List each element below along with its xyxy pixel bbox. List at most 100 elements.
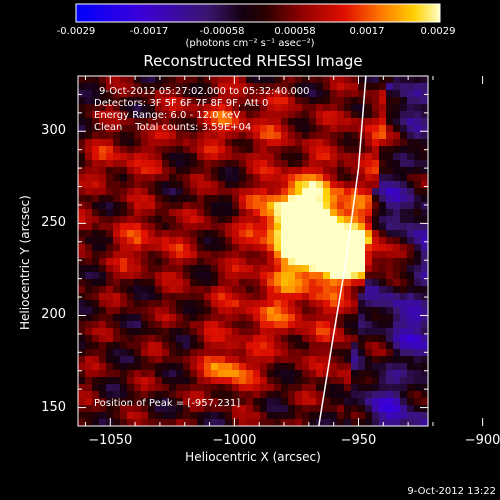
- heatmap-cell: [281, 412, 289, 420]
- heatmap-cell: [162, 398, 170, 406]
- heatmap-cell: [239, 321, 247, 329]
- heatmap-cell: [169, 83, 177, 91]
- heatmap-cell: [190, 132, 198, 140]
- heatmap-cell: [246, 258, 254, 266]
- heatmap-cell: [211, 419, 219, 426]
- heatmap-cell: [365, 146, 373, 154]
- heatmap-cell: [288, 321, 296, 329]
- heatmap-cell: [372, 300, 380, 308]
- heatmap-cell: [414, 223, 422, 231]
- heatmap-cell: [197, 167, 205, 175]
- heatmap-cell: [358, 384, 366, 392]
- heatmap-cell: [211, 223, 219, 231]
- heatmap-cell: [127, 398, 135, 406]
- heatmap-cell: [106, 139, 114, 147]
- heatmap-cell: [309, 118, 317, 126]
- heatmap-cell: [407, 342, 415, 350]
- heatmap-cell: [148, 279, 156, 287]
- heatmap-cell: [211, 384, 219, 392]
- heatmap-cell: [120, 349, 128, 357]
- heatmap-cell: [330, 104, 338, 112]
- heatmap-cell: [218, 356, 226, 364]
- heatmap-cell: [267, 90, 275, 98]
- heatmap-cell: [274, 349, 282, 357]
- heatmap-cell: [323, 118, 331, 126]
- heatmap-cell: [316, 286, 324, 294]
- heatmap-cell: [365, 181, 373, 189]
- heatmap-cell: [218, 300, 226, 308]
- heatmap-cell: [211, 132, 219, 140]
- heatmap-cell: [148, 83, 156, 91]
- heatmap-cell: [344, 111, 352, 119]
- heatmap-cell: [302, 356, 310, 364]
- heatmap-cell: [393, 125, 401, 133]
- heatmap-cell: [239, 97, 247, 105]
- heatmap-cell: [197, 349, 205, 357]
- heatmap-cell: [141, 111, 149, 119]
- heatmap-cell: [148, 398, 156, 406]
- heatmap-cell: [190, 419, 198, 426]
- heatmap-cell: [400, 377, 408, 385]
- heatmap-cell: [141, 279, 149, 287]
- heatmap-cell: [99, 384, 107, 392]
- heatmap-cell: [260, 251, 268, 259]
- heatmap-cell: [162, 167, 170, 175]
- heatmap-cell: [239, 223, 247, 231]
- heatmap-cell: [414, 90, 422, 98]
- heatmap-cell: [421, 370, 428, 378]
- heatmap-cell: [337, 97, 345, 105]
- heatmap-cell: [211, 195, 219, 203]
- heatmap-cell: [127, 377, 135, 385]
- heatmap-cell: [239, 384, 247, 392]
- heatmap-cell: [379, 146, 387, 154]
- heatmap-cell: [169, 223, 177, 231]
- heatmap-cell: [351, 153, 359, 161]
- heatmap-cell: [414, 293, 422, 301]
- heatmap-cell: [148, 153, 156, 161]
- heatmap-cell: [267, 202, 275, 210]
- heatmap-cell: [155, 293, 163, 301]
- heatmap-cell: [92, 314, 100, 322]
- heatmap-cell: [232, 160, 240, 168]
- heatmap-cell: [155, 167, 163, 175]
- heatmap-cell: [302, 321, 310, 329]
- heatmap-cell: [162, 181, 170, 189]
- heatmap-cell: [365, 293, 373, 301]
- heatmap-cell: [337, 195, 345, 203]
- heatmap-cell: [204, 111, 212, 119]
- heatmap-cell: [414, 216, 422, 224]
- heatmap-cell: [218, 174, 226, 182]
- heatmap-cell: [407, 405, 415, 413]
- heatmap-cell: [288, 272, 296, 280]
- heatmap-cell: [85, 384, 93, 392]
- heatmap-cell: [148, 90, 156, 98]
- heatmap-cell: [246, 125, 254, 133]
- heatmap-cell: [92, 398, 100, 406]
- heatmap-cell: [176, 293, 184, 301]
- heatmap-cell: [183, 202, 191, 210]
- heatmap-cell: [400, 188, 408, 196]
- heatmap-cell: [260, 132, 268, 140]
- heatmap-cell: [344, 328, 352, 336]
- heatmap-cell: [218, 167, 226, 175]
- heatmap-cell: [92, 132, 100, 140]
- heatmap-cell: [92, 391, 100, 399]
- heatmap-cell: [421, 209, 428, 217]
- heatmap-cell: [127, 216, 135, 224]
- heatmap-cell: [337, 335, 345, 343]
- heatmap-cell: [274, 174, 282, 182]
- heatmap-cell: [316, 391, 324, 399]
- heatmap-cell: [120, 97, 128, 105]
- heatmap-cell: [288, 265, 296, 273]
- heatmap-cell: [421, 111, 428, 119]
- heatmap-cell: [302, 223, 310, 231]
- heatmap-cell: [379, 209, 387, 217]
- heatmap-cell: [302, 139, 310, 147]
- heatmap-cell: [232, 307, 240, 315]
- heatmap-cell: [155, 272, 163, 280]
- heatmap-cell: [253, 195, 261, 203]
- heatmap-cell: [288, 118, 296, 126]
- heatmap-cell: [78, 370, 86, 378]
- heatmap-cell: [351, 321, 359, 329]
- heatmap-cell: [190, 118, 198, 126]
